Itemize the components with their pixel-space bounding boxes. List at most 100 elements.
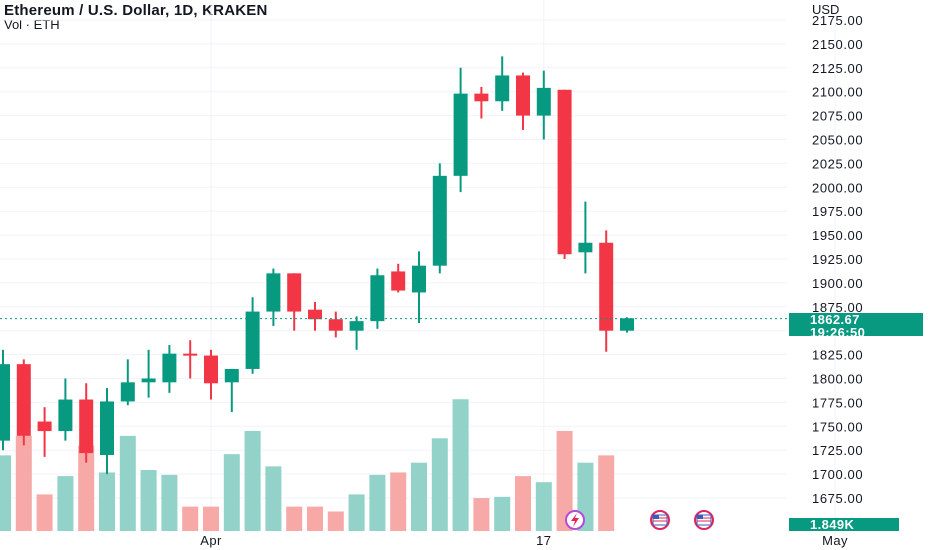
lightning-icon[interactable]: [565, 510, 585, 530]
volume-bar: [473, 498, 490, 531]
candle-body: [370, 275, 385, 322]
last-volume-label: 1.849K: [810, 517, 855, 532]
y-tick-label: 1775.00: [812, 395, 863, 410]
candle-body: [474, 93, 489, 102]
volume-bar: [515, 476, 531, 531]
candle-body: [224, 368, 239, 383]
volume-bar: [431, 438, 448, 531]
y-tick-label: 2050.00: [812, 133, 863, 148]
y-tick-label: 1900.00: [812, 276, 863, 291]
candle-body: [578, 242, 593, 253]
volume-bar: [36, 494, 53, 531]
event-icons[interactable]: [565, 510, 714, 530]
x-tick-label: Apr: [200, 533, 222, 548]
candle-body: [599, 242, 614, 331]
last-price-label: 1862.67: [810, 312, 860, 327]
y-tick-label: 1925.00: [812, 252, 863, 267]
volume-bar: [99, 472, 115, 531]
volume-bar: [307, 506, 323, 531]
candle-body: [349, 321, 364, 331]
price-axis-unit: USD: [812, 2, 839, 17]
candle-body: [100, 401, 114, 455]
time-axis[interactable]: Apr 17 May: [200, 533, 848, 548]
y-tick-label: 2100.00: [812, 85, 863, 100]
candle-body: [287, 273, 302, 312]
candle-body: [37, 421, 52, 432]
volume-bar: [203, 506, 219, 531]
volume-bar: [265, 466, 282, 531]
last-price-badge: [789, 313, 923, 336]
y-tick-label: 2000.00: [812, 180, 863, 195]
y-tick-label: 1675.00: [812, 491, 863, 506]
volume-bar: [348, 494, 365, 531]
candle-body: [141, 378, 156, 383]
candle-body: [557, 89, 572, 255]
y-tick-label: 1975.00: [812, 204, 863, 219]
y-tick-label: 2125.00: [812, 61, 863, 76]
volume-bar: [535, 482, 552, 531]
y-tick-label: 2150.00: [812, 37, 863, 52]
x-tick-label: May: [822, 533, 848, 548]
candle-body: [0, 364, 10, 441]
y-tick-label: 1725.00: [812, 443, 863, 458]
candle-body: [16, 364, 31, 436]
y-tick-label: 1800.00: [812, 372, 863, 387]
volume-bar: [78, 445, 95, 531]
volume-bar: [411, 462, 427, 531]
volume-bar: [244, 430, 261, 531]
countdown-label: 19:26:50: [810, 325, 865, 340]
price-axis[interactable]: USD 2175.00 2150.00 2125.00 2100.00 2075.00 2…: [812, 2, 863, 506]
volume-bar: [452, 399, 469, 531]
volume-bar: [119, 435, 136, 531]
volume-bar: [57, 476, 74, 531]
flag-icon[interactable]: [650, 510, 670, 530]
volume-bar: [223, 454, 240, 531]
candle-body: [328, 319, 343, 331]
volume-bar: [0, 455, 11, 531]
volume-bar: [286, 506, 303, 531]
volume-bar: [327, 511, 344, 531]
volume-bar: [161, 474, 178, 531]
y-tick-label: 1950.00: [812, 228, 863, 243]
volume-legend: Vol · ETH: [4, 17, 60, 32]
y-tick-label: 1700.00: [812, 467, 863, 482]
candle-body: [412, 265, 426, 293]
volume-bar: [140, 470, 157, 531]
candle-body: [391, 271, 406, 291]
candle-body: [620, 318, 634, 331]
candle-body: [245, 311, 260, 369]
candle-body: [266, 273, 281, 312]
volume-bar: [494, 496, 511, 531]
volume-bar: [598, 455, 615, 531]
volume-bar: [369, 474, 386, 531]
candle-body: [516, 75, 530, 116]
candle-body: [204, 355, 218, 384]
volume-bar: [390, 472, 407, 531]
candle-body: [308, 309, 322, 320]
x-tick-label: 17: [536, 533, 551, 548]
chart-title: Ethereum / U.S. Dollar, 1D, KRAKEN: [4, 2, 268, 19]
y-tick-label: 1750.00: [812, 419, 863, 434]
y-tick-label: 1875.00: [812, 300, 863, 315]
candle-body: [120, 382, 135, 402]
candle-body: [495, 75, 510, 102]
candle-body: [162, 353, 177, 383]
volume-bar: [182, 506, 199, 531]
candle-body: [536, 87, 551, 116]
candles: [0, 56, 634, 475]
y-tick-label: 2075.00: [812, 109, 863, 124]
last-volume-badge: [789, 518, 899, 531]
price-badges: 1862.67 19:26:50 1.849K: [789, 312, 923, 532]
y-tick-label: 2175.00: [812, 13, 863, 28]
flag-icon[interactable]: [694, 510, 714, 530]
candle-body: [183, 353, 198, 356]
candle-body: [432, 175, 447, 266]
candle-body: [79, 399, 94, 454]
candle-body: [58, 399, 73, 432]
y-tick-label: 2025.00: [812, 156, 863, 171]
volume-bars: [0, 399, 615, 531]
volume-bar: [556, 430, 573, 531]
y-tick-label: 1825.00: [812, 348, 863, 363]
candle-body: [453, 93, 468, 176]
